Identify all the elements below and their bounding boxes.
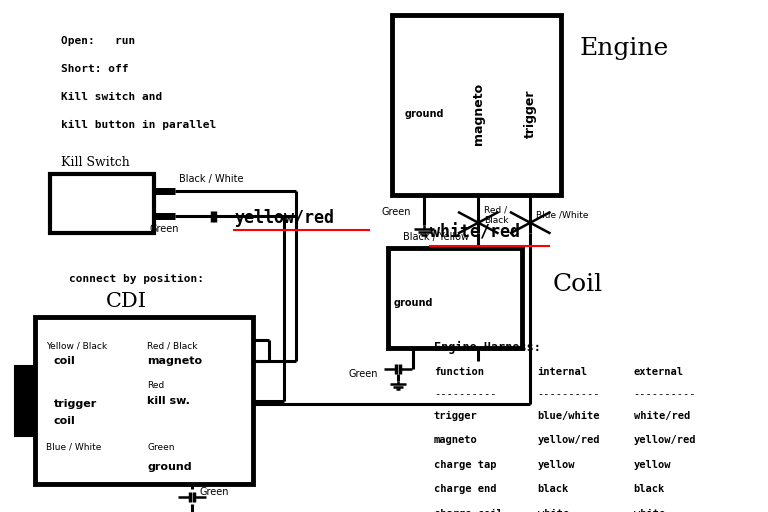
Text: Kill switch and: Kill switch and: [61, 92, 163, 102]
Text: ----------: ----------: [634, 389, 696, 399]
Text: coil: coil: [54, 416, 75, 425]
Text: external: external: [634, 367, 684, 377]
Text: charge coil: charge coil: [434, 509, 503, 512]
Text: ----------: ----------: [434, 389, 496, 399]
Text: blue/white: blue/white: [538, 411, 600, 421]
Text: Kill Switch: Kill Switch: [61, 156, 131, 169]
Text: trigger: trigger: [434, 411, 478, 421]
Text: Short: off: Short: off: [61, 64, 129, 74]
Text: charge tap: charge tap: [434, 460, 496, 470]
Text: trigger: trigger: [524, 90, 537, 138]
Text: ----------: ----------: [538, 389, 600, 399]
Text: CDI: CDI: [106, 291, 147, 311]
Text: ground: ground: [394, 298, 433, 308]
Text: magneto: magneto: [147, 356, 203, 366]
Text: Black / White: Black / White: [179, 174, 243, 184]
Text: magneto: magneto: [434, 435, 478, 445]
Text: Red /
Black: Red / Black: [485, 205, 509, 225]
Text: Red / Black: Red / Black: [147, 341, 198, 350]
Text: Blue /White: Blue /White: [536, 210, 589, 220]
Text: internal: internal: [538, 367, 588, 377]
Text: coil: coil: [54, 356, 75, 366]
Text: yellow: yellow: [634, 460, 671, 470]
Text: Blue / White: Blue / White: [46, 443, 101, 452]
Text: charge end: charge end: [434, 484, 496, 495]
Text: Green: Green: [147, 443, 175, 452]
Text: Engine: Engine: [580, 37, 669, 60]
Text: Green: Green: [348, 369, 378, 379]
Text: Green: Green: [200, 486, 230, 497]
Text: trigger: trigger: [54, 399, 97, 409]
Text: Red: Red: [147, 381, 164, 390]
Text: white: white: [634, 509, 665, 512]
Text: ground: ground: [147, 462, 192, 472]
Text: yellow: yellow: [538, 460, 575, 470]
Text: white/red: white/red: [634, 411, 690, 421]
Bar: [15, 366, 35, 436]
Text: kill button in parallel: kill button in parallel: [61, 120, 217, 131]
Bar: [392, 15, 561, 195]
Bar: [35, 317, 253, 484]
Text: kill sw.: kill sw.: [147, 396, 190, 406]
Text: black: black: [634, 484, 665, 495]
Text: Open:   run: Open: run: [61, 36, 136, 46]
Text: function: function: [434, 367, 484, 377]
Text: Yellow / Black: Yellow / Black: [46, 341, 108, 350]
Text: white: white: [538, 509, 569, 512]
Text: white/red: white/red: [430, 224, 520, 242]
Bar: [50, 174, 154, 233]
Bar: [388, 248, 522, 348]
Text: Coil: Coil: [553, 273, 603, 295]
Text: connect by position:: connect by position:: [69, 274, 204, 284]
Text: Engine Harness:: Engine Harness:: [434, 340, 541, 354]
Text: Green: Green: [150, 224, 179, 234]
Text: yellow/red: yellow/red: [634, 435, 696, 445]
Text: yellow/red: yellow/red: [538, 435, 600, 445]
Text: magneto: magneto: [472, 83, 485, 145]
Text: Black / Yellow: Black / Yellow: [403, 232, 469, 242]
Text: yellow/red: yellow/red: [234, 208, 334, 227]
Text: black: black: [538, 484, 569, 495]
Text: ground: ground: [405, 109, 444, 119]
Text: Green: Green: [382, 207, 412, 218]
